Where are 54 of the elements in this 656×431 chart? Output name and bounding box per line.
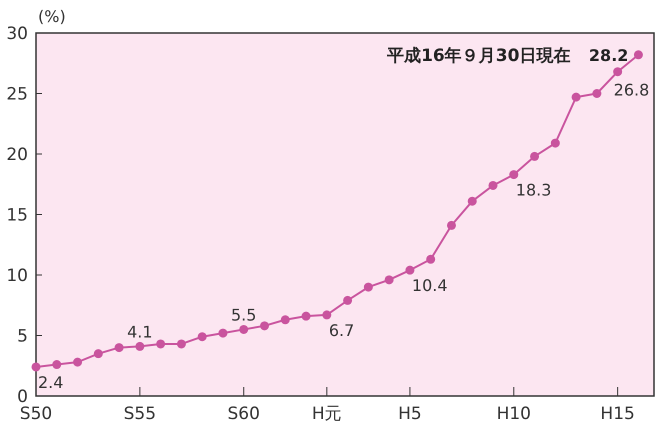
data-label: 4.1: [127, 322, 153, 342]
data-label: 6.7: [328, 320, 354, 340]
point: [572, 92, 581, 102]
x-tick-label: H5: [398, 404, 422, 424]
point: [634, 50, 643, 60]
point: [302, 312, 311, 321]
point: [114, 343, 124, 352]
point: [343, 296, 352, 305]
y-tick-label: 30: [6, 24, 28, 44]
x-tick-label: S60: [228, 404, 260, 424]
y-tick-label: 10: [6, 266, 28, 286]
point: [239, 324, 248, 334]
point: [156, 339, 166, 348]
point: [384, 275, 394, 284]
point: [446, 220, 456, 230]
point: [176, 339, 186, 348]
point: [94, 349, 103, 358]
y-tick-label: 5: [17, 326, 28, 346]
point: [405, 266, 414, 275]
x-tick-label: S55: [124, 404, 156, 424]
data-label: 18.3: [516, 180, 552, 200]
point: [426, 254, 436, 264]
data-label: 2.4: [38, 372, 64, 392]
point: [468, 196, 477, 206]
point: [509, 170, 518, 180]
y-tick-label: 20: [6, 145, 28, 165]
x-tick-label: H元: [312, 404, 342, 424]
point: [530, 152, 540, 161]
point: [613, 67, 622, 76]
point: [260, 321, 270, 330]
point: [73, 358, 82, 367]
x-tick-label: H10: [496, 404, 531, 424]
data-label: 10.4: [412, 276, 448, 296]
y-tick-label: 15: [6, 206, 28, 226]
point: [218, 328, 228, 338]
point: [280, 315, 290, 324]
point: [32, 362, 40, 372]
data-label: 28.2: [588, 46, 628, 65]
point: [592, 89, 602, 98]
annotation: 平成16年９月30日現在: [386, 46, 570, 66]
point: [52, 360, 62, 370]
point: [135, 342, 144, 351]
point: [198, 332, 207, 342]
x-tick-label: S50: [20, 404, 52, 424]
point: [550, 138, 560, 148]
x-tick-label: H15: [600, 404, 635, 424]
y-tick-label: 25: [6, 84, 28, 104]
y-axis-title: (%): [38, 7, 66, 26]
point: [322, 310, 332, 320]
data-label: 26.8: [614, 80, 650, 100]
point: [364, 282, 373, 292]
point: [488, 180, 498, 190]
data-label: 5.5: [231, 305, 256, 324]
y-tick-label: 0: [17, 387, 28, 407]
